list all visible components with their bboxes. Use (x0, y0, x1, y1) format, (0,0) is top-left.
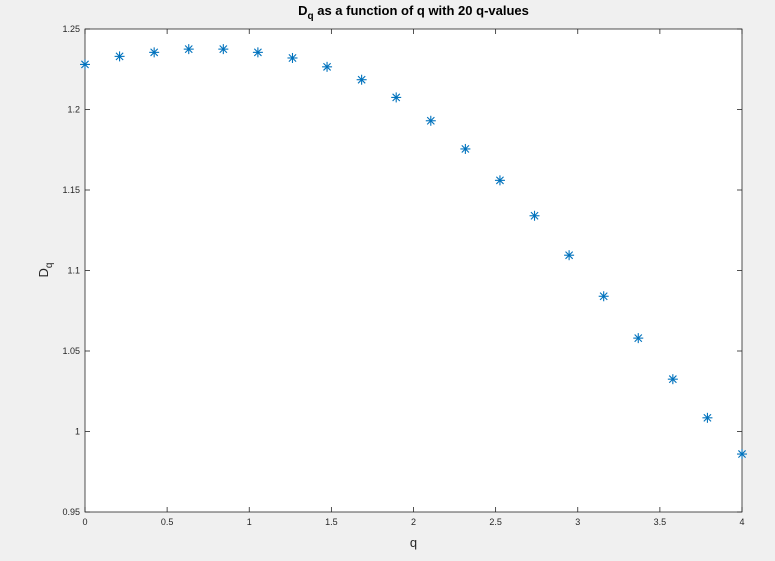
x-tick-label: 1.5 (325, 517, 338, 527)
y-tick-label: 1.05 (62, 346, 80, 356)
chart-title-main: D (298, 3, 307, 18)
y-axis-label: Dq (36, 263, 55, 278)
axis-tick-labels: 0 0.5 1 1.5 2 2.5 3 3.5 4 0.95 1 1.05 1.1 1.15 1.2 1.25 (62, 24, 744, 527)
data-point (114, 51, 125, 62)
x-axis-label: q (410, 535, 417, 550)
data-point (183, 44, 194, 55)
x-tick-label: 1 (247, 517, 252, 527)
y-tick-label: 1.15 (62, 185, 80, 195)
y-tick-label: 1.1 (67, 266, 80, 276)
x-tick-label: 4 (739, 517, 744, 527)
data-markers (80, 44, 747, 460)
data-point (425, 115, 436, 126)
data-point (598, 291, 609, 302)
axis-ticks (84, 28, 743, 513)
x-tick-label: 3 (575, 517, 580, 527)
chart-title-subscript: q (308, 11, 314, 22)
x-tick-label: 2.5 (489, 517, 502, 527)
y-tick-label: 1.25 (62, 24, 80, 34)
data-point (252, 47, 263, 58)
y-tick-label: 1 (75, 427, 80, 437)
data-point (287, 52, 298, 63)
chart-title-rest: as a function of q with 20 q-values (314, 3, 529, 18)
data-point (529, 210, 540, 221)
data-point (633, 333, 644, 344)
data-point (564, 250, 575, 261)
x-tick-label: 0 (82, 517, 87, 527)
y-tick-label: 1.2 (67, 105, 80, 115)
chart-title: Dq as a function of q with 20 q-values (298, 3, 529, 22)
data-point (667, 374, 678, 385)
data-point (460, 143, 471, 154)
y-tick-label: 0.95 (62, 507, 80, 517)
data-point (356, 74, 367, 85)
y-axis-label-subscript: q (44, 263, 55, 269)
x-tick-label: 2 (411, 517, 416, 527)
data-point (80, 59, 90, 70)
data-point (494, 175, 505, 186)
data-point (218, 44, 229, 55)
data-point (737, 449, 747, 460)
data-point (391, 92, 402, 103)
plot-area (84, 28, 743, 513)
data-point (702, 412, 713, 423)
y-axis-label-main: D (36, 268, 51, 277)
data-point (322, 61, 333, 72)
x-tick-label: 0.5 (161, 517, 174, 527)
x-tick-label: 3.5 (654, 517, 667, 527)
data-point (149, 47, 160, 58)
